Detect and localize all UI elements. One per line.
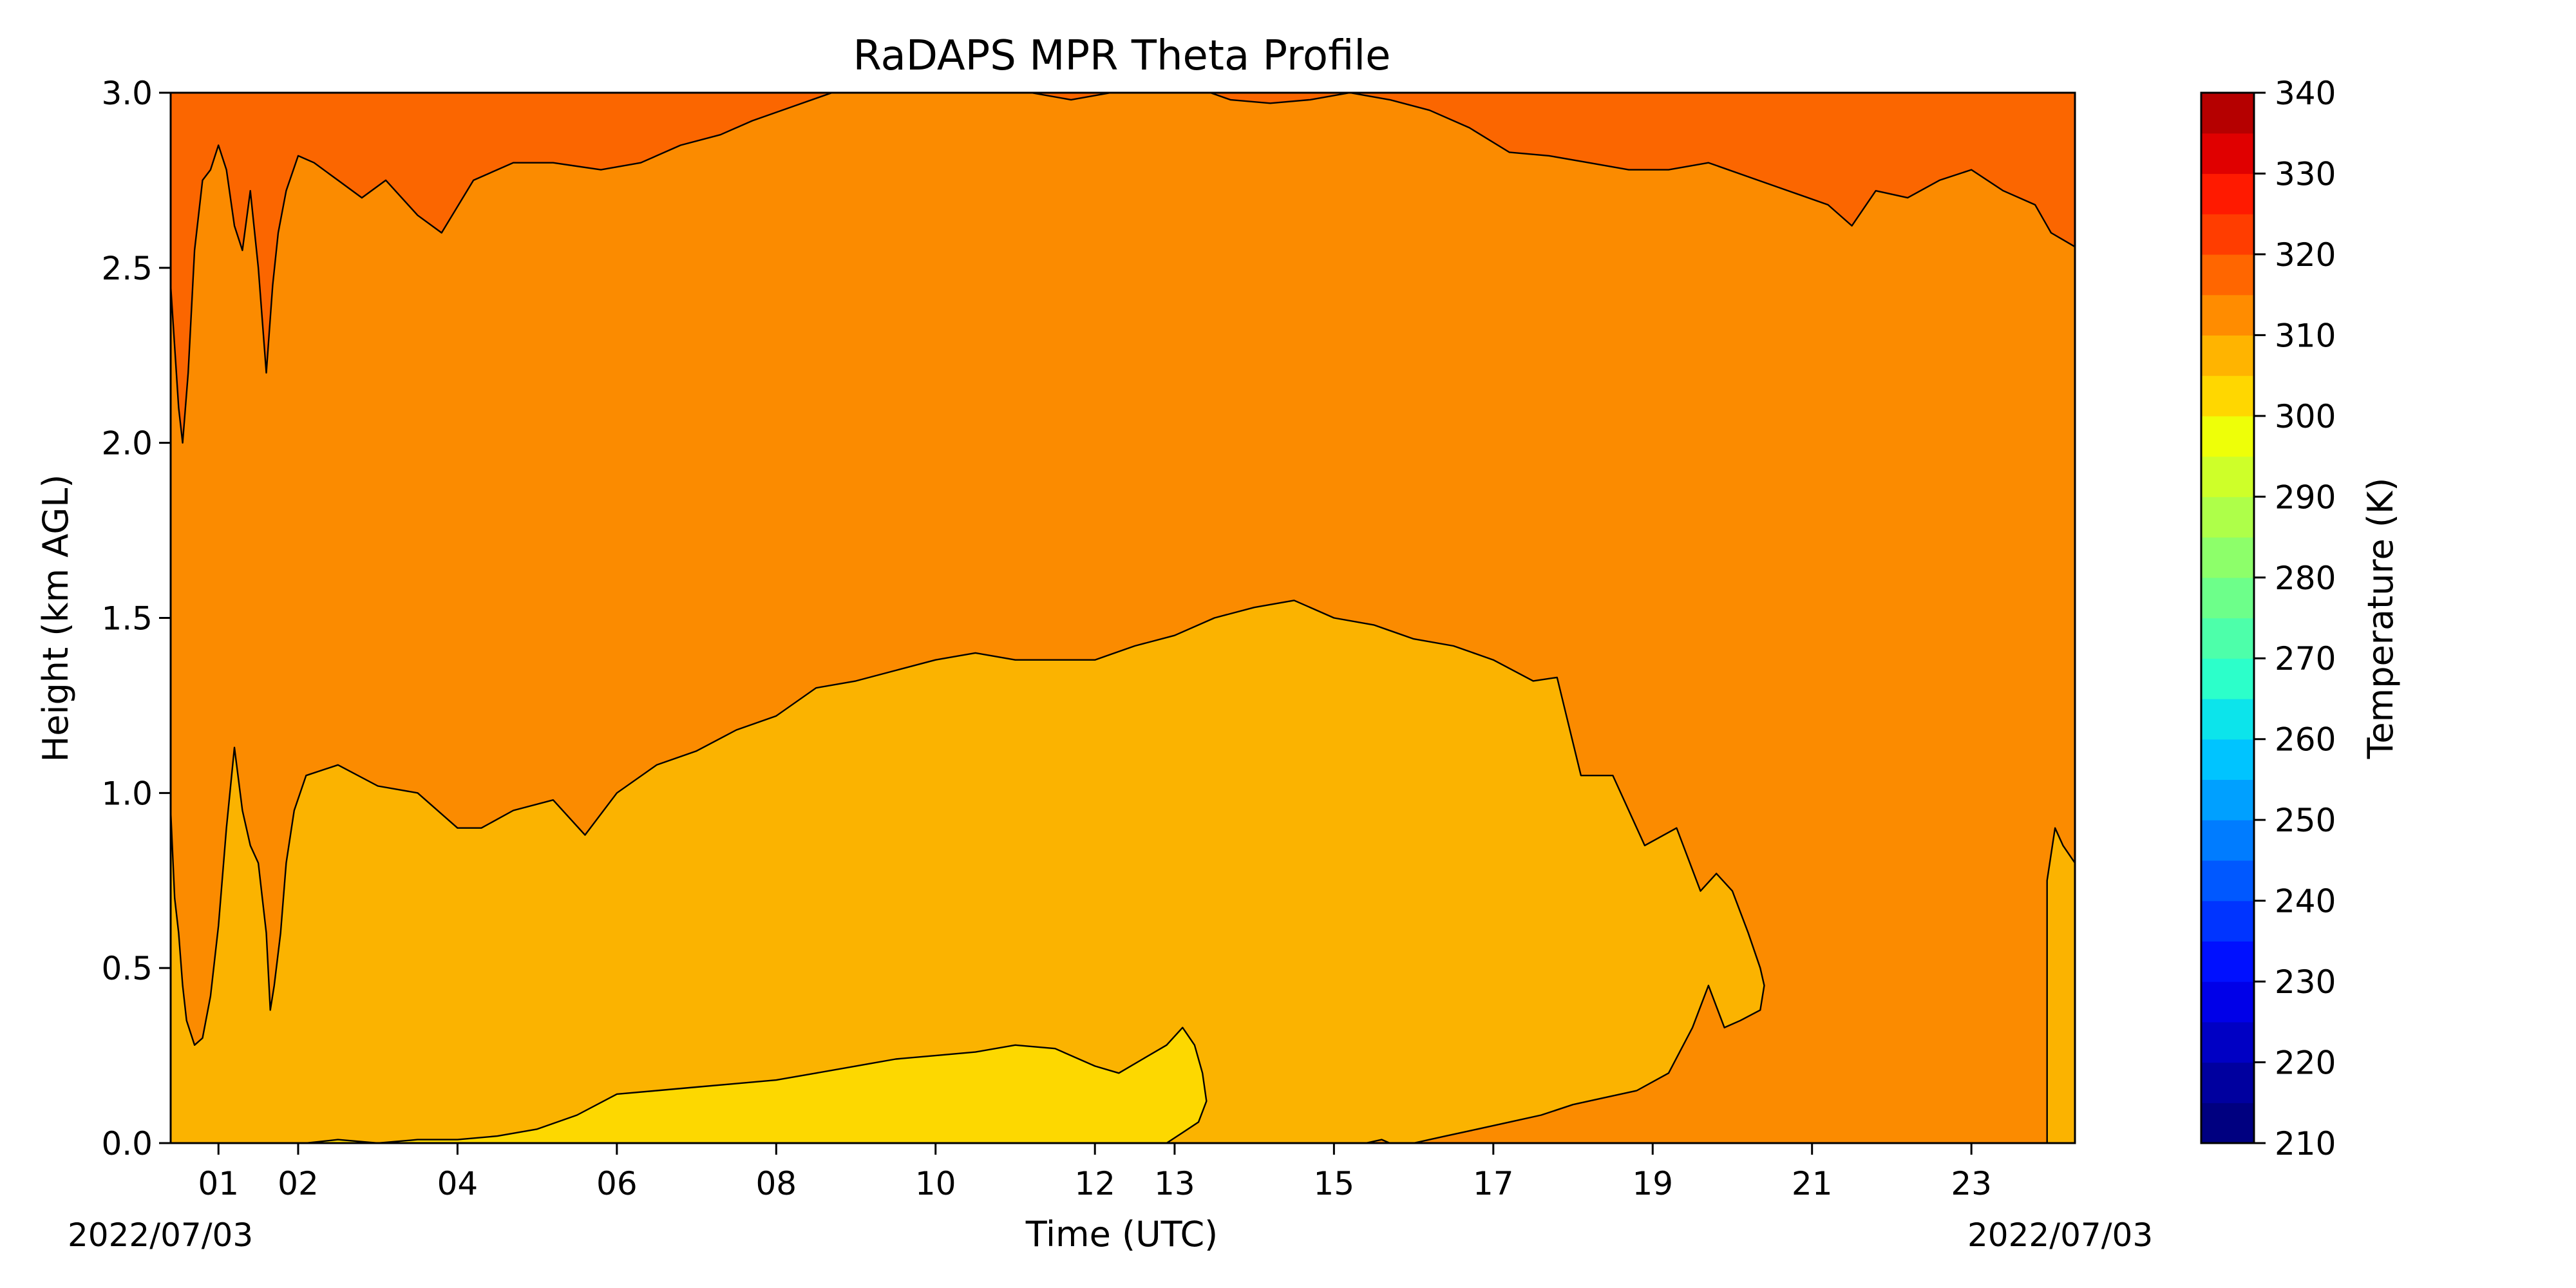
y-tick-label: 2.0 [101,425,153,462]
colorbar-tick-label: 230 [2275,963,2336,1001]
y-tick-label: 1.0 [101,775,153,812]
colorbar-level [2201,981,2254,1023]
colorbar-tick-label: 260 [2275,721,2336,759]
region-305-310 [171,600,1765,1143]
y-tick-label: 3.0 [101,75,153,112]
colorbar-level [2201,860,2254,902]
colorbar-tick-label: 210 [2275,1125,2336,1162]
colorbar-label: Temperature (K) [2360,478,2401,760]
x-axis: 01 02 04 06 08 10 12 13 15 17 19 21 23 [198,1143,1992,1202]
date-start-label: 2022/07/03 [68,1217,253,1254]
contour-300 [306,1027,1208,1143]
x-tick-label: 08 [755,1165,797,1202]
y-tick-label: 2.5 [101,250,153,287]
colorbar-level [2201,1103,2254,1144]
x-tick-label: 01 [198,1165,239,1202]
colorbar-level [2201,537,2254,578]
colorbar-level [2201,456,2254,497]
colorbar-level [2201,618,2254,659]
colorbar-tick-label: 220 [2275,1045,2336,1082]
colorbar-level [2201,173,2254,214]
colorbar-level [2201,779,2254,820]
x-axis-label: Time (UTC) [1025,1214,1218,1255]
colorbar-tick-label: 340 [2275,75,2336,112]
colorbar-level [2201,214,2254,255]
colorbar-tick-label: 320 [2275,236,2336,274]
colorbar-tick-label: 270 [2275,640,2336,677]
contour-305-right [2046,827,2075,1143]
y-tick-label: 0.5 [101,950,153,987]
colorbar-tick-label: 290 [2275,478,2336,516]
colorbar-level [2201,900,2254,942]
colorbar-level [2201,1062,2254,1103]
chart-title: RaDAPS MPR Theta Profile [853,32,1390,80]
x-tick-label: 17 [1473,1165,1514,1202]
colorbar-tick-label: 280 [2275,560,2336,597]
colorbar-level [2201,93,2254,134]
colorbar-frame [2200,91,2255,1144]
date-end-label: 2022/07/03 [1967,1217,2153,1254]
colorbar-tick-label: 300 [2275,398,2336,435]
colorbar-tick-label: 250 [2275,802,2336,839]
colorbar: 210 220 230 240 250 260 270 280 290 300 310 320 330 3… [2200,75,2336,1162]
colorbar-level [2201,658,2254,699]
colorbar-level [2201,577,2254,619]
colorbar-level [2201,254,2254,296]
x-tick-label: 02 [278,1165,319,1202]
y-tick-label: 0.0 [101,1125,153,1162]
x-tick-label: 19 [1632,1165,1673,1202]
colorbar-level [2201,698,2254,740]
colorbar-level [2201,335,2254,376]
x-tick-label: 10 [915,1165,956,1202]
x-tick-label: 13 [1154,1165,1195,1202]
colorbar-level [2201,415,2254,457]
y-axis-label: Height (km AGL) [35,475,76,762]
x-tick-label: 12 [1074,1165,1115,1202]
y-axis: 0.0 0.5 1.0 1.5 2.0 2.5 3.0 [101,75,171,1162]
x-tick-label: 21 [1792,1165,1833,1202]
x-tick-label: 15 [1314,1165,1355,1202]
colorbar-level [2201,941,2254,982]
region-305-310-right [2047,828,2075,1143]
colorbar-level [2201,1021,2254,1063]
contour-305 [171,600,1765,1143]
x-tick-label: 06 [596,1165,638,1202]
colorbar-level [2201,739,2254,781]
y-tick-label: 1.5 [101,600,153,638]
region-300-305 [306,1027,1207,1143]
x-tick-label: 04 [437,1165,478,1202]
colorbar-level [2201,497,2254,538]
colorbar-tick-label: 240 [2275,883,2336,920]
colorbar-level [2201,375,2254,417]
colorbar-tick-label: 310 [2275,317,2336,354]
x-tick-label: 23 [1951,1165,1992,1202]
plot-area [169,91,2076,1144]
contour-315 [171,93,2075,444]
colorbar-level [2201,294,2254,336]
colorbar-tick-label: 330 [2275,155,2336,193]
colorbar-level [2201,820,2254,861]
colorbar-level [2201,133,2254,175]
